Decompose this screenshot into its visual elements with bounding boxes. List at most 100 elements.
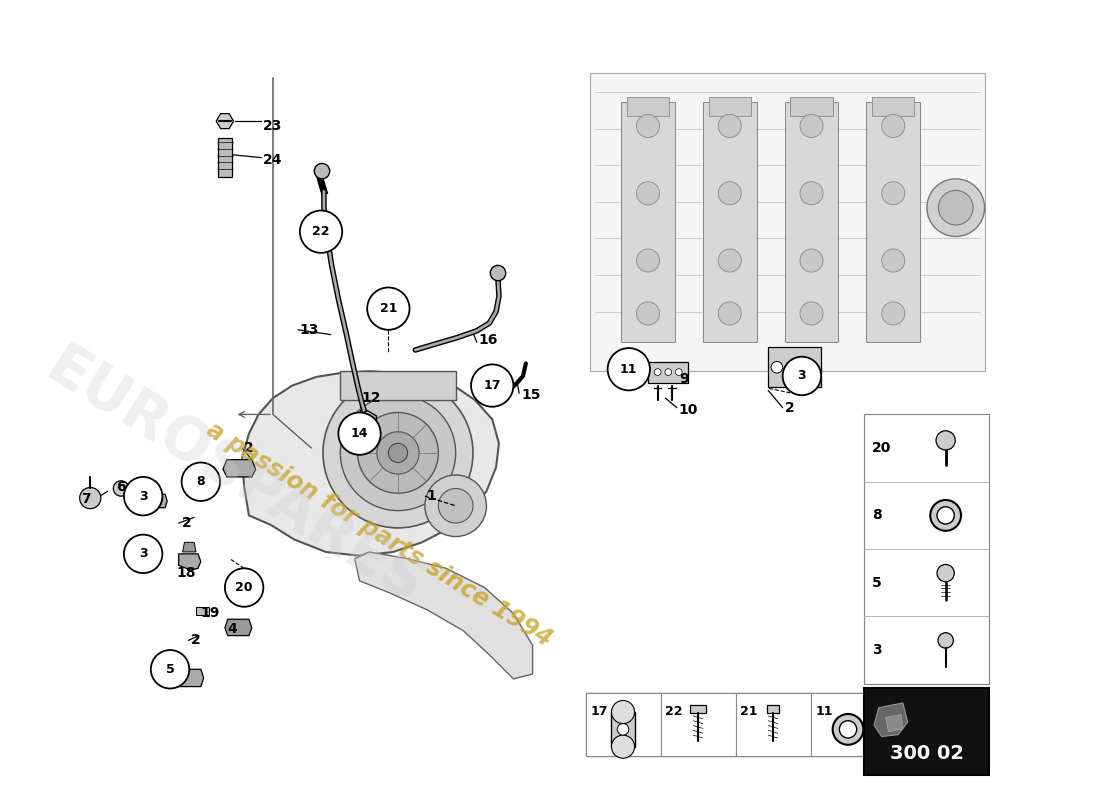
- Bar: [591, 73, 984, 371]
- Text: 21: 21: [379, 302, 397, 315]
- Circle shape: [882, 302, 905, 325]
- Bar: [865, 414, 989, 684]
- Text: 8: 8: [872, 508, 882, 522]
- Bar: [886, 694, 960, 756]
- Circle shape: [637, 302, 660, 325]
- Polygon shape: [224, 619, 252, 636]
- Circle shape: [124, 534, 163, 573]
- Text: 14: 14: [351, 427, 369, 440]
- Bar: [585, 694, 660, 756]
- Text: a passion for parts since 1994: a passion for parts since 1994: [201, 418, 556, 651]
- Bar: [784, 102, 838, 342]
- Bar: [708, 97, 751, 116]
- Circle shape: [771, 362, 783, 373]
- Circle shape: [936, 430, 955, 450]
- Text: 5: 5: [872, 576, 882, 590]
- Text: 2: 2: [182, 516, 191, 530]
- Bar: [585, 694, 960, 756]
- Text: 9: 9: [679, 372, 689, 386]
- Bar: [691, 706, 706, 713]
- Bar: [811, 694, 886, 756]
- Text: 1: 1: [427, 489, 437, 503]
- Text: 3: 3: [798, 370, 806, 382]
- Circle shape: [675, 369, 682, 375]
- Circle shape: [315, 163, 330, 179]
- Polygon shape: [144, 494, 167, 508]
- Text: 11: 11: [815, 705, 833, 718]
- Bar: [648, 362, 689, 382]
- Circle shape: [839, 721, 857, 738]
- Circle shape: [931, 500, 961, 530]
- Circle shape: [718, 249, 741, 272]
- Polygon shape: [354, 552, 532, 679]
- Bar: [872, 97, 914, 116]
- Circle shape: [182, 462, 220, 501]
- Circle shape: [912, 718, 935, 741]
- Text: 23: 23: [263, 119, 283, 133]
- Bar: [790, 97, 833, 116]
- Circle shape: [617, 724, 629, 735]
- Circle shape: [388, 443, 408, 462]
- Text: 15: 15: [521, 388, 540, 402]
- Text: 2: 2: [191, 634, 201, 647]
- Bar: [703, 102, 757, 342]
- Circle shape: [654, 369, 661, 375]
- Circle shape: [151, 650, 189, 689]
- Circle shape: [637, 249, 660, 272]
- Circle shape: [339, 413, 381, 455]
- Circle shape: [471, 365, 514, 406]
- Circle shape: [79, 487, 101, 509]
- Text: EUROSPARES: EUROSPARES: [35, 338, 433, 616]
- Text: 16: 16: [478, 334, 498, 347]
- Bar: [865, 689, 989, 775]
- Text: 300 02: 300 02: [890, 744, 964, 763]
- Bar: [196, 606, 209, 615]
- Bar: [867, 102, 921, 342]
- Circle shape: [607, 348, 650, 390]
- Circle shape: [425, 475, 486, 537]
- Circle shape: [937, 506, 955, 524]
- Circle shape: [800, 302, 823, 325]
- Circle shape: [224, 568, 263, 606]
- Bar: [612, 712, 635, 746]
- Bar: [340, 371, 455, 400]
- Polygon shape: [176, 670, 204, 686]
- Polygon shape: [183, 542, 196, 552]
- Polygon shape: [178, 554, 201, 570]
- Bar: [660, 694, 736, 756]
- Circle shape: [612, 735, 635, 758]
- Text: 7: 7: [80, 492, 90, 506]
- Text: 10: 10: [679, 402, 699, 417]
- Text: 3: 3: [139, 490, 147, 502]
- Circle shape: [802, 362, 813, 373]
- Circle shape: [637, 114, 660, 138]
- Circle shape: [800, 182, 823, 205]
- Circle shape: [491, 266, 506, 281]
- Circle shape: [124, 477, 163, 515]
- Circle shape: [882, 182, 905, 205]
- Circle shape: [882, 249, 905, 272]
- Text: 22: 22: [666, 705, 683, 718]
- Circle shape: [377, 432, 419, 474]
- Circle shape: [938, 633, 954, 648]
- Circle shape: [718, 302, 741, 325]
- Text: 6: 6: [117, 479, 125, 494]
- Circle shape: [938, 190, 974, 225]
- Circle shape: [637, 182, 660, 205]
- Circle shape: [718, 114, 741, 138]
- Circle shape: [439, 489, 473, 523]
- Circle shape: [882, 114, 905, 138]
- Text: 19: 19: [201, 606, 220, 621]
- Polygon shape: [223, 460, 255, 477]
- Text: 11: 11: [620, 362, 638, 376]
- Circle shape: [800, 114, 823, 138]
- Circle shape: [367, 287, 409, 330]
- Text: 5: 5: [166, 662, 175, 676]
- Circle shape: [340, 395, 455, 510]
- Circle shape: [113, 481, 129, 496]
- Text: 24: 24: [263, 153, 283, 166]
- Polygon shape: [358, 410, 376, 432]
- Circle shape: [323, 378, 473, 528]
- Text: 3: 3: [139, 547, 147, 560]
- Circle shape: [904, 710, 943, 749]
